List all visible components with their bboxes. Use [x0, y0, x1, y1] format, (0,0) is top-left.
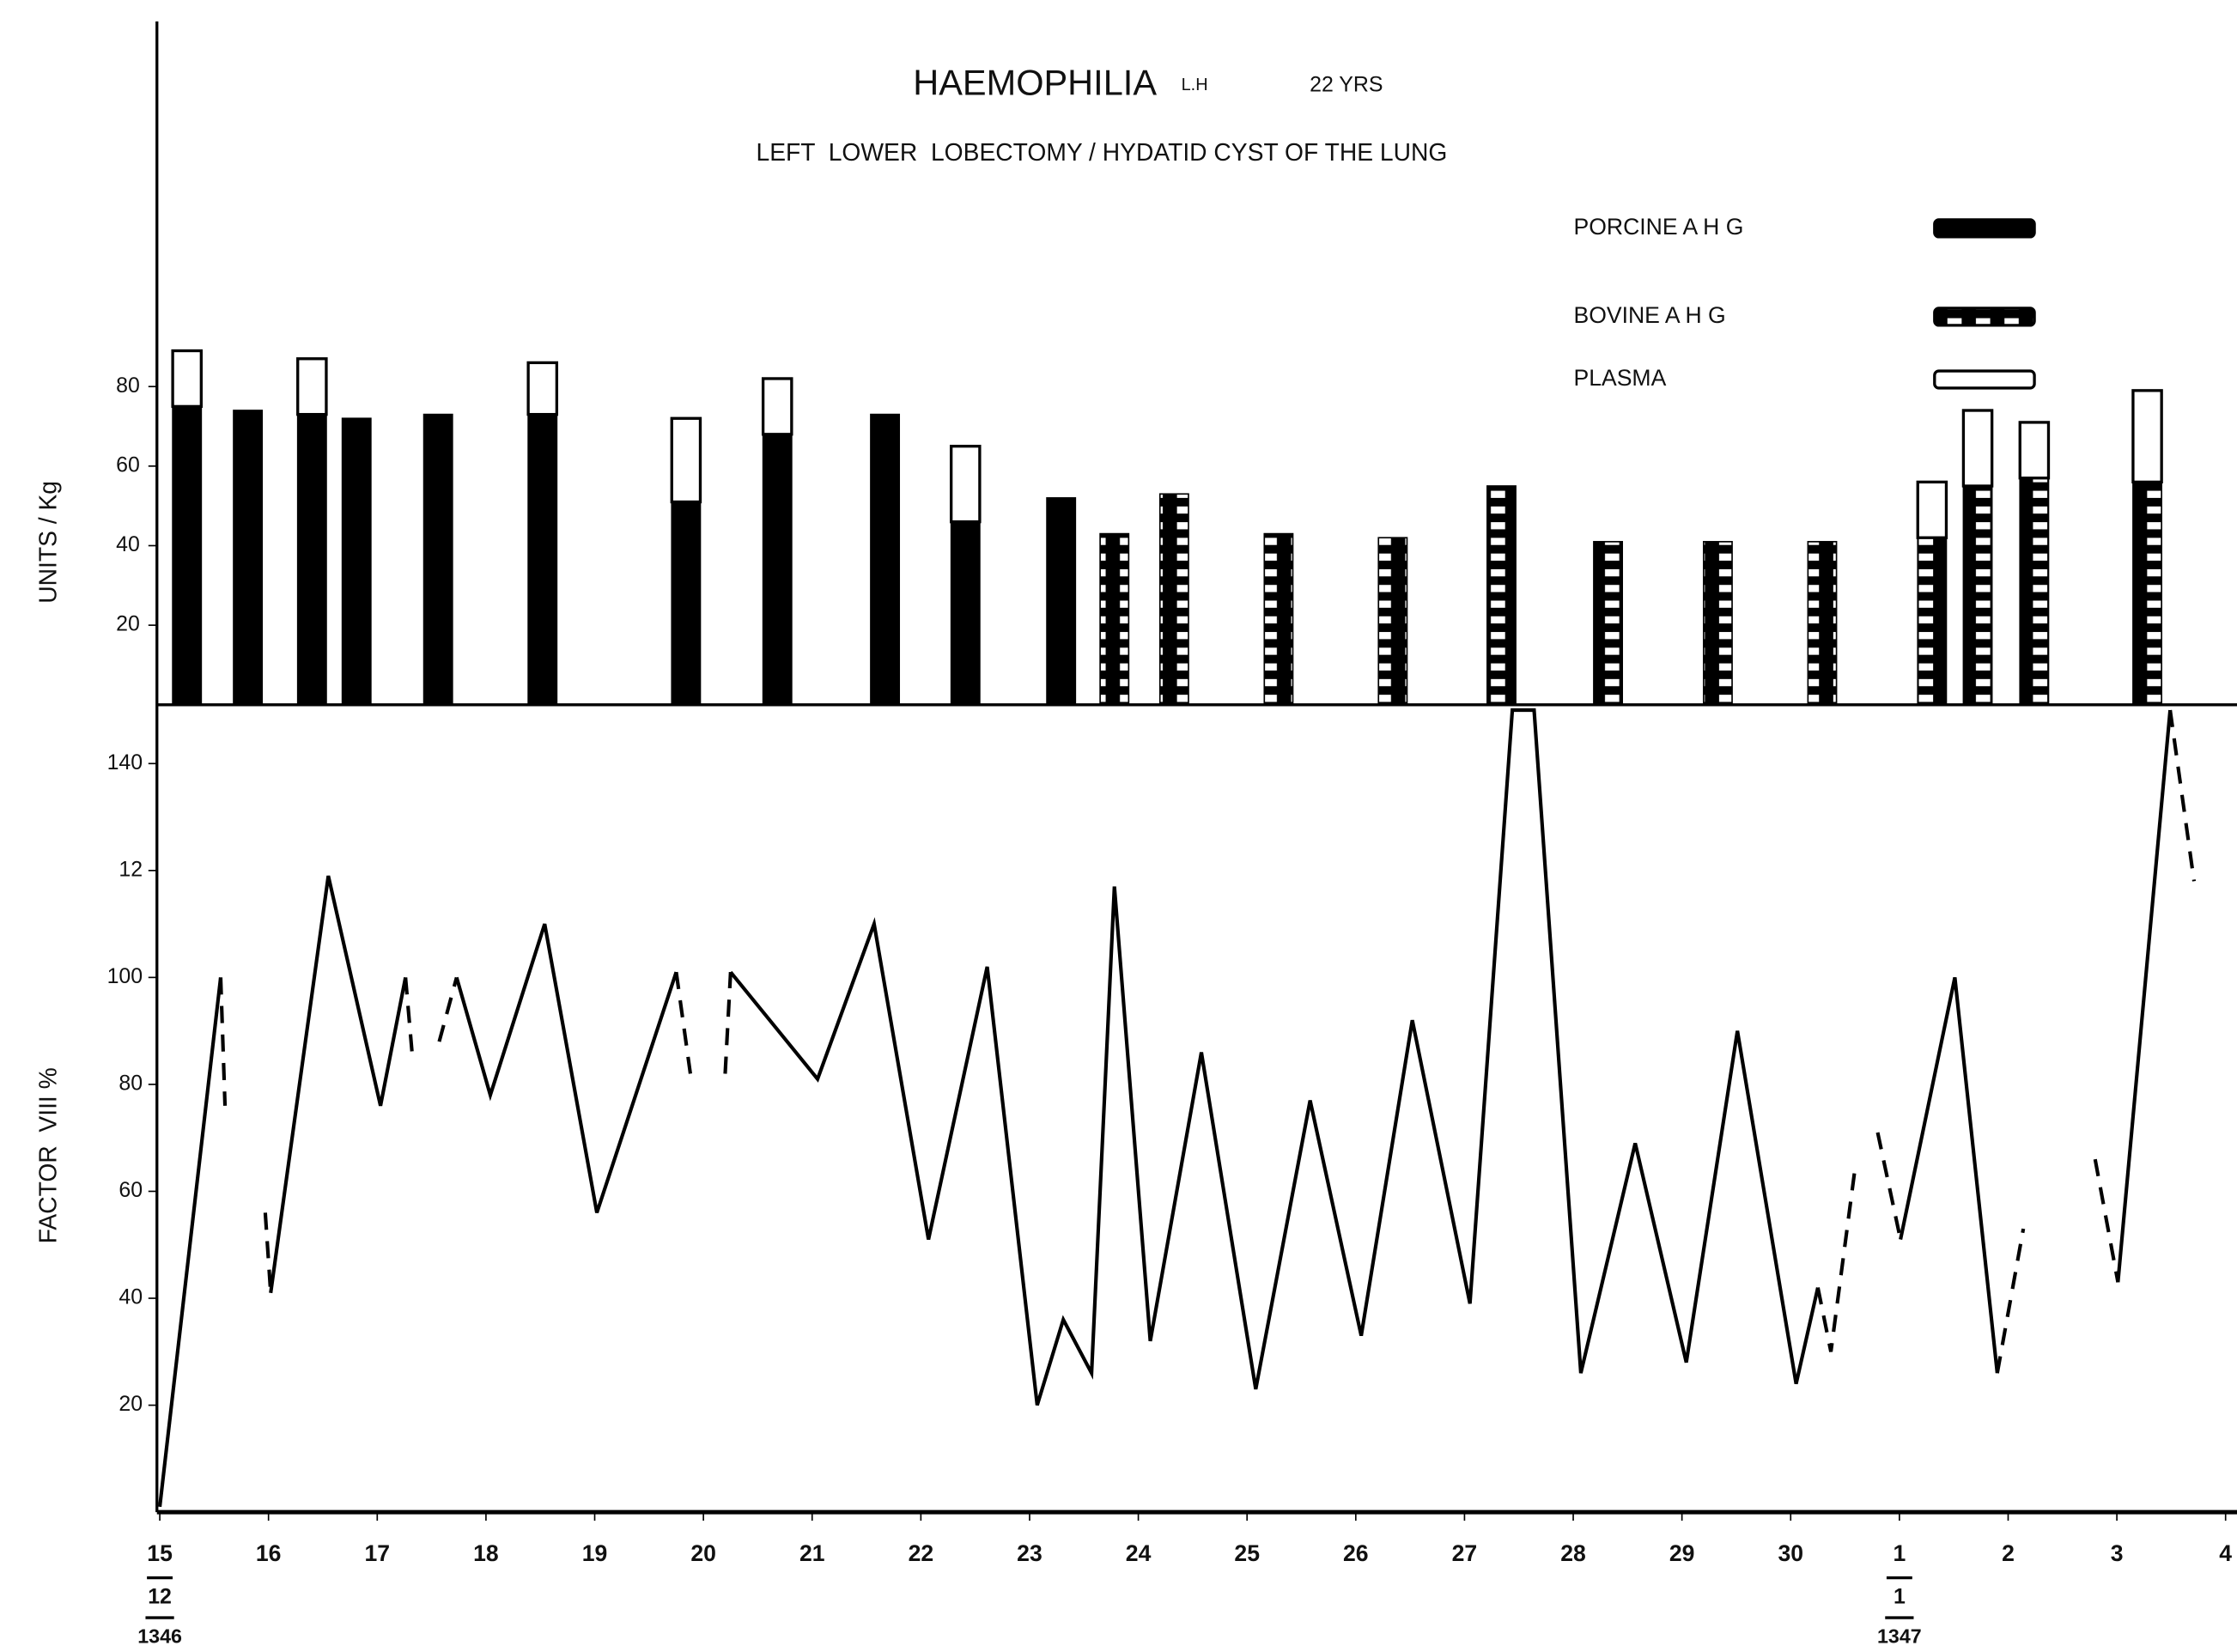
- line-piece: [218, 977, 228, 1106]
- line-piece: [1899, 976, 1999, 1374]
- x-tick-label: 28: [1560, 1540, 1586, 1566]
- x-tick-label: 25: [1234, 1540, 1260, 1566]
- line-piece: [2093, 1158, 2120, 1283]
- y-tick-label: 60: [119, 1178, 143, 1202]
- y-tick-label: 12: [119, 857, 143, 881]
- line-piece: [1815, 1169, 1857, 1352]
- line-piece: [723, 972, 732, 1074]
- bar-segment: [2019, 477, 2050, 706]
- x-tick-label: 18: [473, 1540, 499, 1566]
- legend-swatch: [1933, 307, 2036, 327]
- bar-segment: [1486, 485, 1517, 706]
- date-month: 1: [1894, 1584, 1906, 1608]
- bar-segment: [1807, 541, 1838, 706]
- bar-segment: [341, 417, 372, 706]
- bar-segment: [1158, 493, 1189, 706]
- bar-segment: [527, 413, 558, 706]
- bar-segment: [1962, 485, 1993, 706]
- line-piece: [2116, 709, 2173, 1283]
- x-tick-label: 23: [1017, 1540, 1043, 1566]
- y-tick-label: 20: [116, 612, 140, 636]
- bar-segment: [1377, 537, 1408, 706]
- bar-segment: [670, 416, 702, 504]
- bar-segment: [1917, 537, 1948, 706]
- date-month: 12: [148, 1584, 172, 1608]
- x-tick-label: 20: [690, 1540, 716, 1566]
- line-piece: [454, 923, 678, 1214]
- legend-label: PLASMA: [1573, 365, 1666, 391]
- date-year: 1347: [1877, 1625, 1922, 1647]
- line-piece: [1995, 1228, 2026, 1374]
- y-tick-label: 80: [119, 1072, 143, 1096]
- subtitle: LEFT LOWER LOBECTOMY / HYDATID CYST OF T…: [757, 138, 1448, 166]
- bar-segment: [172, 405, 203, 706]
- x-tick-label: 1: [1893, 1540, 1906, 1566]
- line-piece: [158, 977, 223, 1508]
- y-tick-label: 40: [116, 532, 140, 556]
- y-tick-label: 20: [119, 1392, 143, 1416]
- bar-segment: [2018, 421, 2051, 480]
- bar-segment: [1961, 409, 1994, 488]
- y-tick-label: 140: [107, 750, 143, 774]
- bar-segment: [671, 501, 702, 706]
- x-tick-label: 3: [2111, 1540, 2124, 1566]
- line-piece: [1875, 1132, 1903, 1240]
- bar-segment: [1593, 541, 1623, 706]
- x-tick-label: 26: [1343, 1540, 1369, 1566]
- line-piece: [269, 875, 408, 1294]
- bar-segment: [1099, 532, 1130, 706]
- line-piece: [729, 708, 1820, 1406]
- legend-swatch: [1933, 218, 2036, 239]
- legend-swatch: [1933, 369, 2036, 390]
- bar-segment: [950, 520, 981, 706]
- x-tick-label: 2: [2002, 1540, 2015, 1566]
- x-tick-label: 15: [147, 1540, 173, 1566]
- date-year: 1346: [137, 1625, 182, 1647]
- bar-segment: [1263, 532, 1294, 706]
- legend-label: BOVINE A H G: [1573, 302, 1725, 328]
- bar-segment: [1702, 541, 1733, 706]
- x-tick-label: 4: [2219, 1540, 2232, 1566]
- legend-label: PORCINE A H G: [1573, 214, 1743, 240]
- y-axis-label: UNITS / Kg: [34, 481, 62, 604]
- bar-segment: [1916, 480, 1948, 539]
- bar-segment: [1046, 497, 1077, 706]
- bar-segment: [2131, 389, 2163, 484]
- y-tick-label: 60: [116, 452, 140, 477]
- x-tick-label: 29: [1669, 1540, 1695, 1566]
- line-piece: [674, 971, 692, 1074]
- bar-segment: [761, 377, 793, 436]
- line-piece: [2168, 709, 2197, 882]
- bar-segment: [949, 445, 982, 524]
- bar-segment: [422, 413, 453, 706]
- x-tick-label: 30: [1778, 1540, 1803, 1566]
- bar-segment: [233, 410, 264, 706]
- x-tick-label: 19: [582, 1540, 608, 1566]
- x-tick-label: 24: [1126, 1540, 1152, 1566]
- age: 22 YRS: [1310, 72, 1383, 96]
- y-tick-label: 80: [116, 374, 140, 398]
- patient: L.H: [1182, 76, 1208, 94]
- y-tick-label: 100: [107, 964, 143, 988]
- line-piece: [404, 977, 414, 1053]
- bar-segment: [870, 413, 901, 706]
- x-tick-label: 17: [365, 1540, 391, 1566]
- x-tick-label: 27: [1452, 1540, 1478, 1566]
- chart-title: HAEMOPHILIA: [913, 63, 1157, 103]
- line-piece: [263, 1212, 273, 1293]
- bar-segment: [762, 433, 793, 706]
- x-tick-label: 16: [256, 1540, 282, 1566]
- bar-segment: [171, 349, 203, 409]
- x-tick-label: 21: [799, 1540, 825, 1566]
- y-axis-label: FACTOR VIII %: [34, 1067, 62, 1243]
- bar-segment: [526, 361, 559, 416]
- bar-segment: [296, 413, 327, 706]
- bar-segment: [2132, 481, 2162, 706]
- y-tick-label: 40: [119, 1285, 143, 1309]
- line-piece: [437, 976, 459, 1042]
- x-tick-label: 22: [909, 1540, 934, 1566]
- bar-segment: [296, 357, 328, 416]
